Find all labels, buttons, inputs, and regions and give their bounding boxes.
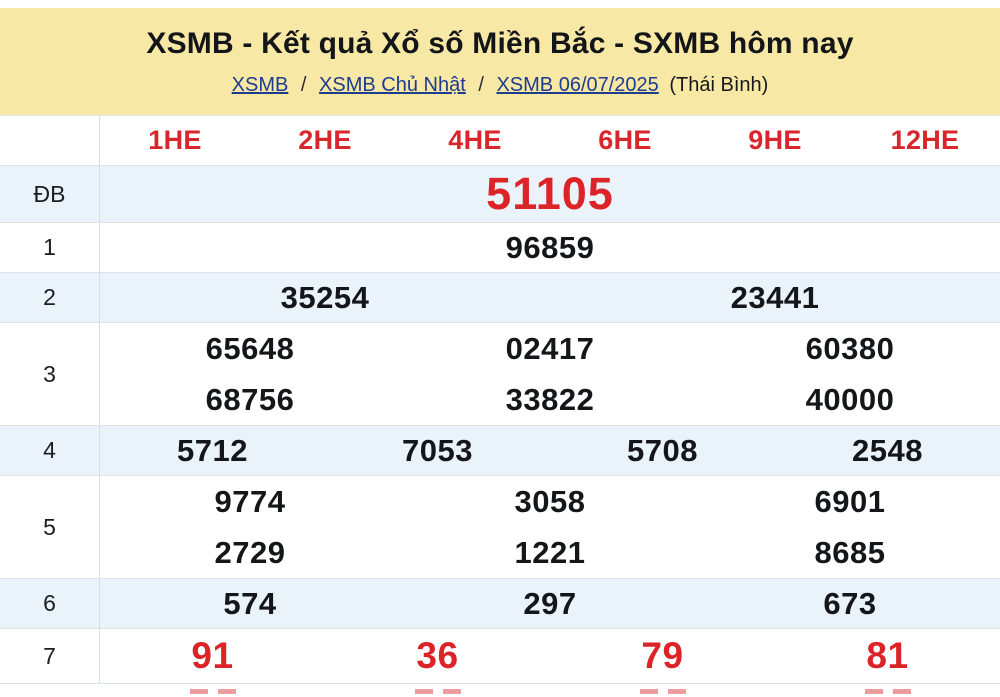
prize-number: 60380 (805, 330, 895, 366)
prize-number: 65648 (205, 330, 295, 366)
table-row: ĐB 51105 (0, 166, 1000, 223)
breadcrumb-link-date[interactable]: XSMB 06/07/2025 (496, 73, 659, 96)
prize-number: 91 (191, 634, 234, 676)
column-header: 1HE (148, 124, 202, 155)
prize-number: 574 (223, 585, 277, 621)
prize-number: 33822 (505, 381, 595, 417)
cutoff-row-digit-fragment (640, 689, 686, 694)
prize-number: 51105 (486, 168, 614, 220)
table-row: 6 574 297 673 (0, 579, 1000, 629)
prize-number: 81 (866, 634, 909, 676)
cutoff-row-digit-fragment (190, 689, 236, 694)
column-header: 12HE (890, 124, 960, 155)
prize-number: 23441 (730, 279, 820, 315)
table-row: 3 65648 02417 60380 68756 33822 40000 (0, 323, 1000, 426)
prize-number: 1221 (514, 534, 586, 570)
prize-number: 79 (641, 634, 684, 676)
table-row: 1 96859 (0, 223, 1000, 273)
corner-cell (0, 116, 100, 165)
prize-number: 68756 (205, 381, 295, 417)
prize-number: 8685 (814, 534, 886, 570)
row-label: 6 (0, 579, 100, 628)
column-header: 6HE (598, 124, 652, 155)
prize-number: 297 (523, 585, 577, 621)
row-label: 7 (0, 629, 100, 683)
cutoff-row-digit-fragment (865, 689, 911, 694)
prize-number: 7053 (402, 432, 473, 468)
prize-number: 673 (823, 585, 877, 621)
row-label: 4 (0, 426, 100, 475)
table-row: 2 35254 23441 (0, 273, 1000, 323)
table-row: 4 5712 7053 5708 2548 (0, 426, 1000, 476)
page-title: XSMB - Kết quả Xổ số Miền Bắc - SXMB hôm… (146, 26, 854, 60)
breadcrumb-link-xsmb[interactable]: XSMB (231, 73, 289, 96)
prize-number: 5712 (177, 432, 248, 468)
column-header: 4HE (448, 124, 502, 155)
page-header: XSMB - Kết quả Xổ số Miền Bắc - SXMB hôm… (0, 8, 1000, 115)
row-label: 1 (0, 223, 100, 272)
prize-number: 9774 (214, 483, 286, 519)
row-label: 2 (0, 273, 100, 322)
table-row: 5 9774 3058 6901 2729 1221 8685 (0, 476, 1000, 579)
prize-number: 35254 (280, 279, 370, 315)
breadcrumb: XSMB / XSMB Chủ Nhật / XSMB 06/07/2025 (… (232, 74, 769, 97)
cutoff-row-digit-fragment (415, 689, 461, 694)
prize-number: 02417 (505, 330, 595, 366)
table-row: 7 91 36 79 81 (0, 629, 1000, 684)
prize-number: 2729 (214, 534, 286, 570)
breadcrumb-location: (Thái Bình) (669, 73, 769, 96)
cutoff-next-row (0, 684, 1000, 697)
breadcrumb-separator: / (478, 73, 484, 96)
results-table: 1HE 2HE 4HE 6HE 9HE 12HE ĐB 51105 1 96859 2 35254 23… (0, 115, 1000, 684)
prize-number: 2548 (852, 432, 923, 468)
prize-number: 5708 (627, 432, 698, 468)
prize-number: 40000 (805, 381, 895, 417)
prize-number: 3058 (514, 483, 586, 519)
prize-number: 6901 (814, 483, 886, 519)
breadcrumb-link-weekday[interactable]: XSMB Chủ Nhật (319, 73, 466, 96)
column-header: 9HE (748, 124, 802, 155)
breadcrumb-separator: / (300, 73, 307, 96)
row-label: ĐB (0, 166, 100, 222)
row-label: 5 (0, 476, 100, 578)
prize-number: 96859 (505, 229, 595, 265)
row-label: 3 (0, 323, 100, 425)
prize-number: 36 (416, 634, 459, 676)
column-header: 2HE (298, 124, 352, 155)
table-header-row: 1HE 2HE 4HE 6HE 9HE 12HE (0, 116, 1000, 166)
